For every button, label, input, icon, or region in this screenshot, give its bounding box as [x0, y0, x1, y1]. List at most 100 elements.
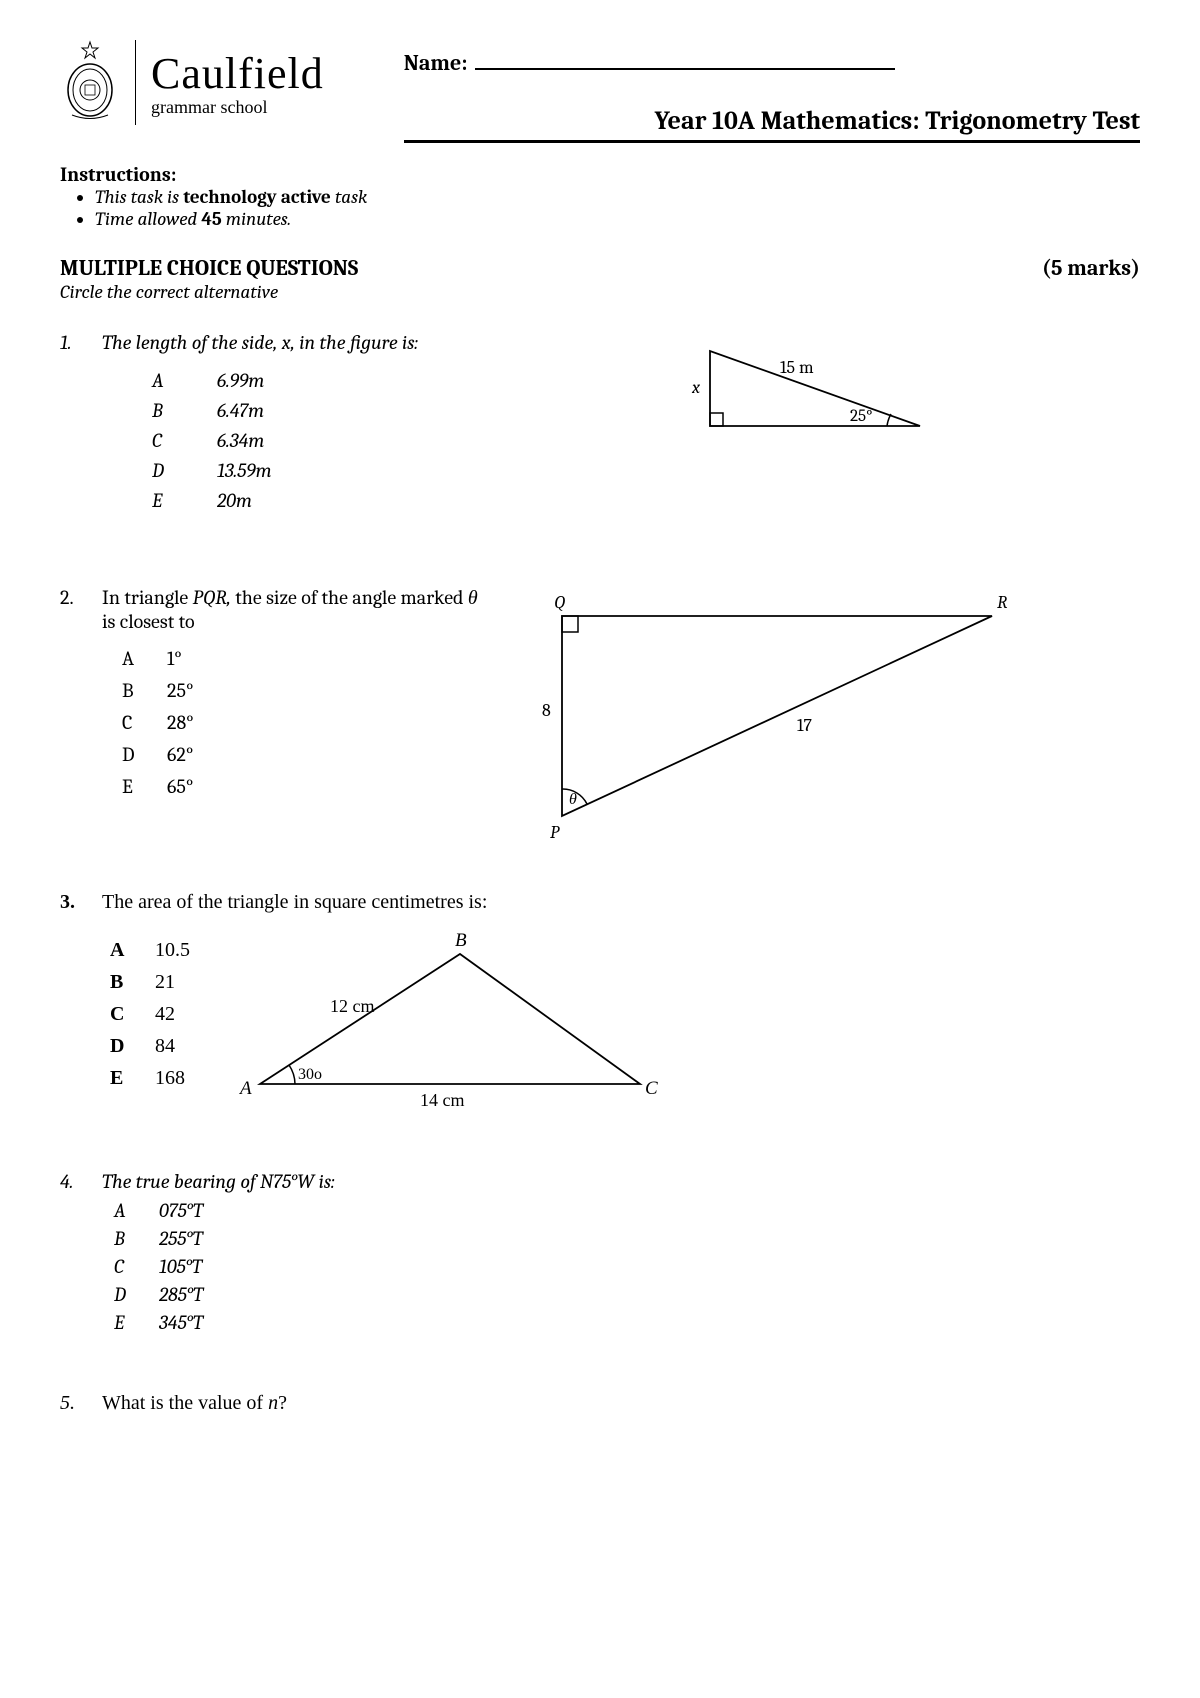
opt-value: 1° [167, 643, 182, 675]
opt-letter: C [152, 426, 177, 456]
opt-value: 65° [167, 771, 193, 803]
q2-figure: Q R P 8 17 θ [512, 586, 1032, 851]
svg-text:C: C [645, 1078, 658, 1099]
opt-letter: B [114, 1225, 139, 1253]
question-text: In triangle PQR, the size of the angle m… [102, 586, 482, 633]
opt-value: 28° [167, 707, 194, 739]
svg-text:P: P [550, 822, 560, 843]
opt-value: 13.59m [217, 456, 272, 486]
inst-bold: 45 [201, 208, 221, 230]
vertical-divider [135, 40, 136, 125]
inst-text: task [331, 186, 367, 208]
section-subtitle: Circle the correct alternative [60, 281, 1140, 303]
svg-text:15 m: 15 m [780, 357, 814, 378]
svg-text:30o: 30o [298, 1066, 322, 1083]
opt-letter: C [122, 707, 147, 739]
svg-text:R: R [997, 592, 1008, 613]
name-blank-line[interactable] [475, 68, 895, 70]
opt-letter: E [152, 486, 177, 516]
question-4: 4. The true bearing of N75°W is: A 075°T … [60, 1170, 1140, 1337]
opt-value: 105°T [159, 1253, 202, 1281]
question-number: 2. [60, 586, 90, 851]
opt-letter: C [110, 998, 135, 1030]
question-text: The area of the triangle in square centi… [102, 891, 1140, 914]
opt-value: 6.99m [217, 366, 264, 396]
opt-letter: A [122, 643, 147, 675]
svg-text:14 cm: 14 cm [420, 1090, 465, 1110]
opt-value: 6.47m [217, 396, 264, 426]
inst-text: minutes. [222, 208, 291, 230]
question-body: The true bearing of N75°W is: A 075°T B 25… [102, 1170, 1140, 1337]
question-var: n [268, 1392, 278, 1414]
q1-figure: 15 m x 25° [680, 331, 1140, 456]
opt-value: 62° [167, 739, 193, 771]
question-2: 2. In triangle PQR, the size of the angl… [60, 586, 1140, 851]
opt-letter: B [152, 396, 177, 426]
question-5: 5. What is the value of n? [60, 1392, 1140, 1415]
question-body: The length of the side, x, in the figure… [102, 331, 1140, 516]
instructions-label: Instructions: [60, 163, 1140, 186]
opt-value: 345°T [159, 1309, 203, 1337]
opt-letter: A [152, 366, 177, 396]
section-marks: (5 marks) [1042, 255, 1140, 281]
svg-text:A: A [238, 1078, 252, 1099]
opt-value: 6.34m [217, 426, 264, 456]
opt-letter: A [114, 1197, 139, 1225]
instructions-list: This task is technology active task Time… [95, 186, 1140, 230]
header-right: Name: Year 10A Mathematics: Trigonometry… [404, 40, 1140, 143]
opt-letter: E [122, 771, 147, 803]
svg-text:12 cm: 12 cm [330, 996, 375, 1016]
question-number: 5. [60, 1392, 90, 1415]
options-list: A 6.99m B 6.47m C 6.34m D 13.59m E 20m [152, 366, 650, 516]
opt-value: 25° [167, 675, 193, 707]
question-text: The true bearing of N75°W is: [102, 1170, 1140, 1193]
logo-block: Caulfield grammar school [60, 40, 324, 125]
school-crest-icon [60, 40, 120, 125]
svg-text:B: B [455, 930, 467, 951]
svg-text:25°: 25° [850, 407, 872, 426]
opt-value: 42 [155, 998, 175, 1030]
opt-letter: D [110, 1030, 135, 1062]
svg-text:Q: Q [554, 592, 565, 613]
question-1: 1. The length of the side, x, in the fig… [60, 331, 1140, 516]
question-text: The length of the side, x, in the figure… [102, 331, 650, 354]
section-title: MULTIPLE CHOICE QUESTIONS [60, 255, 358, 281]
opt-letter: B [122, 675, 147, 707]
opt-value: 285°T [159, 1281, 203, 1309]
question-body: The area of the triangle in square centi… [102, 891, 1140, 1120]
school-subtitle: grammar school [151, 97, 324, 118]
test-title: Year 10A Mathematics: Trigonometry Test [404, 106, 1140, 143]
options-list: A10.5 B21 C42 D84 E168 [110, 934, 190, 1094]
svg-text:8: 8 [542, 700, 551, 721]
svg-text:θ: θ [569, 790, 577, 808]
question-text: ? [278, 1392, 287, 1414]
opt-letter: D [152, 456, 177, 486]
inst-text: This task is [95, 186, 183, 208]
name-label: Name: [404, 50, 468, 76]
opt-value: 075°T [159, 1197, 203, 1225]
q3-figure: B A C 12 cm 14 cm 30o [220, 924, 680, 1120]
question-number: 3. [60, 891, 90, 1120]
opt-value: 20m [217, 486, 252, 516]
question-number: 1. [60, 331, 90, 516]
question-number: 4. [60, 1170, 90, 1337]
inst-bold: technology active [183, 186, 331, 208]
opt-letter: A [110, 934, 135, 966]
options-list: A075°T B255°T C105°T D285°T E345°T [114, 1197, 1140, 1337]
opt-value: 255°T [159, 1225, 203, 1253]
question-3: 3. The area of the triangle in square ce… [60, 891, 1140, 1120]
instruction-item: Time allowed 45 minutes. [95, 208, 1140, 230]
opt-value: 168 [155, 1062, 185, 1094]
inst-text: Time allowed [95, 208, 201, 230]
opt-letter: D [122, 739, 147, 771]
school-name: Caulfield [151, 48, 324, 99]
question-text: What is the value of [102, 1392, 268, 1414]
question-body: What is the value of n? [102, 1392, 1140, 1415]
opt-letter: D [114, 1281, 139, 1309]
opt-value: 84 [155, 1030, 175, 1062]
opt-letter: B [110, 966, 135, 998]
opt-letter: C [114, 1253, 139, 1281]
name-field-row: Name: [404, 50, 1140, 76]
school-name-block: Caulfield grammar school [151, 48, 324, 118]
svg-text:17: 17 [797, 715, 813, 736]
